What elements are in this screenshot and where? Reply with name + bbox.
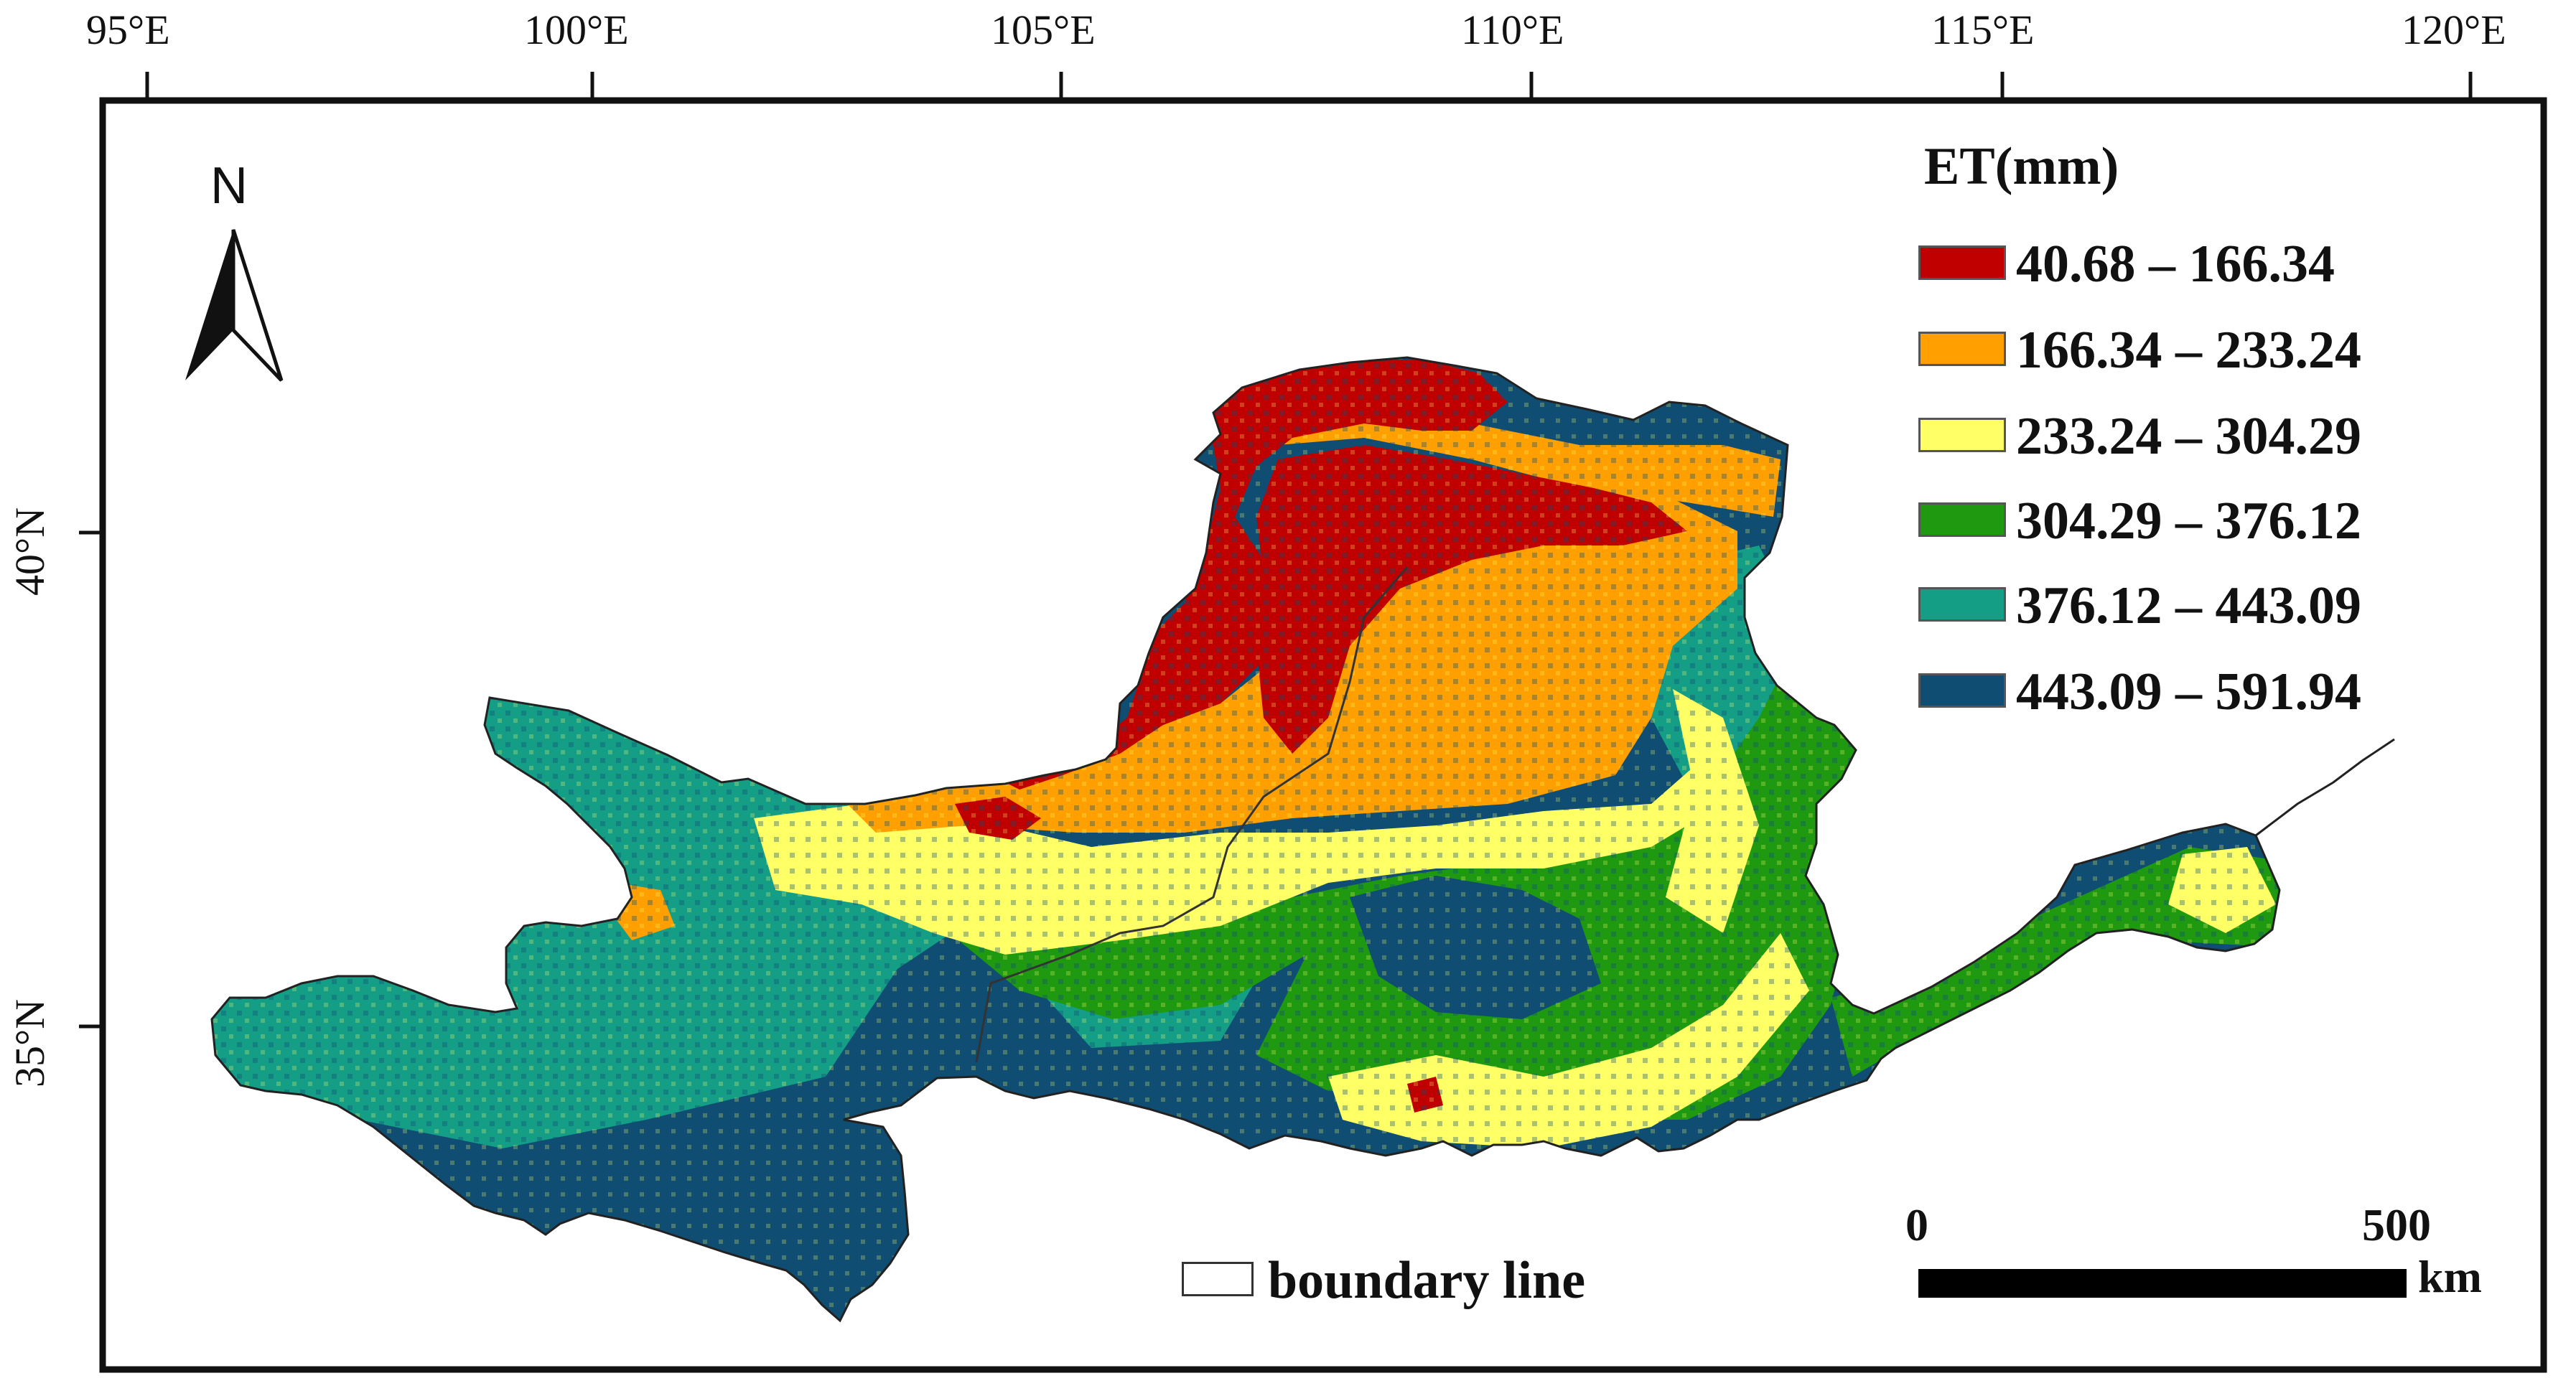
legend-swatch: [1918, 418, 2006, 452]
latitude-label: 40°N: [6, 507, 53, 596]
river-mouth-line: [2255, 738, 2395, 837]
north-label: N: [210, 157, 248, 215]
scale-bar-unit: km: [2418, 1251, 2482, 1302]
longitude-label: 100°E: [524, 6, 629, 53]
boundary-line-label: boundary line: [1268, 1251, 1586, 1310]
latitude-label: 35°N: [6, 998, 53, 1087]
legend-label: 304.29 – 376.12: [2016, 492, 2361, 551]
legend-swatch: [1918, 332, 2006, 366]
longitude-label: 95°E: [86, 6, 170, 53]
boundary-line-swatch: [1182, 1262, 1254, 1296]
basin-outline: [210, 356, 2281, 1323]
legend-label: 376.12 – 443.09: [2016, 576, 2361, 635]
longitude-ticks: [145, 72, 2473, 100]
legend-swatch: [1918, 502, 2006, 537]
legend-swatch: [1918, 673, 2006, 708]
north-arrow-icon: [185, 229, 284, 382]
longitude-label: 120°E: [2402, 6, 2506, 53]
legend-label: 233.24 – 304.29: [2016, 407, 2361, 466]
legend-label: 166.34 – 233.24: [2016, 321, 2361, 380]
scale-bar-end-label: 500: [2362, 1199, 2431, 1250]
legend-label: 40.68 – 166.34: [2016, 235, 2335, 294]
legend-swatch: [1918, 245, 2006, 280]
map-frame: [99, 97, 2547, 1373]
longitude-label: 110°E: [1461, 6, 1564, 53]
longitude-label: 105°E: [991, 6, 1096, 53]
legend-title: ET(mm): [1924, 137, 2119, 196]
legend-swatch: [1918, 587, 2006, 622]
yellow-river-basin: [212, 357, 2279, 1321]
longitude-label: 115°E: [1931, 6, 2035, 53]
boundary-line-internal: [975, 566, 1409, 1063]
latitude-ticks: [79, 530, 103, 1029]
legend-label: 443.09 – 591.94: [2016, 662, 2361, 721]
scale-bar: [1918, 1269, 2407, 1298]
scale-bar-start-label: 0: [1905, 1199, 1928, 1250]
